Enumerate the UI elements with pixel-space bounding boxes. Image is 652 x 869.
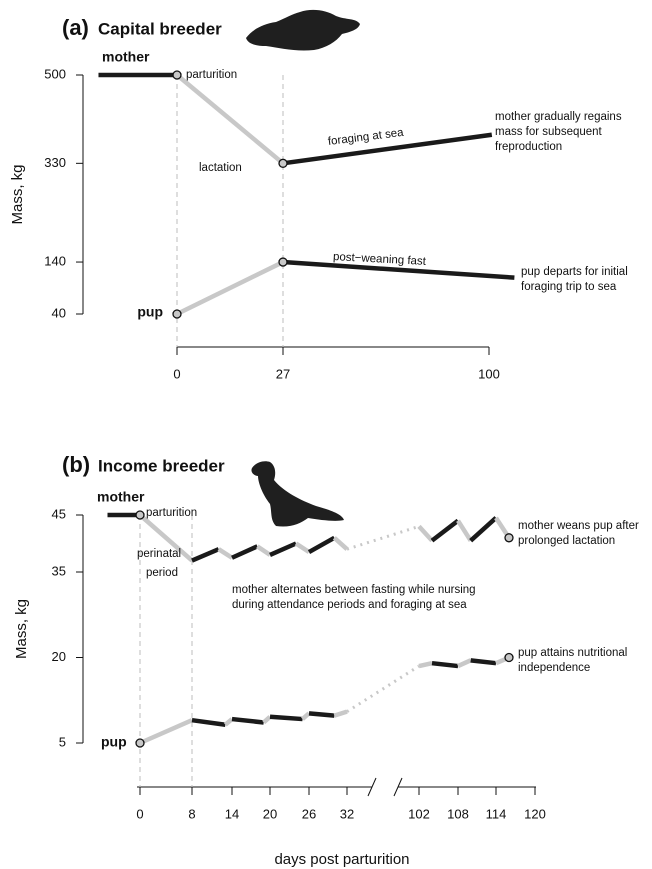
point-marker	[172, 70, 182, 80]
series-segment	[191, 547, 220, 563]
point-marker	[504, 533, 514, 543]
series-segment	[138, 513, 194, 563]
series-segment	[176, 260, 284, 317]
panel-title: Capital breeder	[98, 19, 222, 38]
point-marker	[504, 652, 514, 663]
point-marker	[278, 257, 288, 267]
series-segment	[456, 519, 473, 542]
y-tick-label: 5	[59, 734, 66, 749]
annotation: mass for subsequent	[495, 126, 603, 138]
axis-break	[367, 777, 377, 797]
x-tick-label: 0	[136, 806, 143, 821]
series-segment	[231, 544, 259, 560]
annotation: parturition	[186, 69, 237, 81]
annotation: independence	[518, 662, 590, 674]
panel-title: Income breeder	[98, 456, 225, 475]
series-label: pup	[101, 734, 127, 750]
annotation: pup departs for initial	[521, 266, 628, 278]
annotation: mother gradually regains	[495, 111, 622, 123]
y-tick-label: 140	[44, 253, 66, 268]
annotation: foraging at sea	[327, 127, 405, 148]
series-segment	[269, 541, 297, 557]
x-tick-label: 14	[225, 806, 239, 821]
series-segment	[346, 524, 420, 551]
series-segment	[332, 536, 349, 551]
x-tick-label: 120	[524, 806, 546, 821]
annotation: period	[146, 567, 178, 579]
annotation: pup attains nutritional	[518, 647, 627, 659]
x-tick-label: 0	[173, 366, 180, 381]
y-tick-label: 40	[52, 305, 66, 320]
x-axis-label: days post parturition	[274, 851, 409, 868]
y-tick-label: 500	[44, 66, 66, 81]
x-tick-label: 26	[302, 806, 316, 821]
series-segment	[191, 717, 226, 727]
series-segment	[175, 73, 285, 166]
series-segment	[231, 716, 264, 725]
series-segment	[269, 714, 303, 722]
series-segment	[307, 535, 336, 555]
annotation: post−weaning fast	[333, 251, 427, 268]
series-segment	[417, 524, 434, 543]
annotation: mother alternates between fasting while …	[232, 584, 476, 596]
point-marker	[135, 738, 145, 748]
series-segment	[282, 259, 515, 280]
x-tick-label: 8	[188, 806, 195, 821]
point-marker	[278, 158, 288, 168]
y-axis-label: Mass, kg	[9, 164, 26, 224]
series-label: mother	[97, 489, 145, 505]
series-segment	[139, 718, 193, 746]
x-tick-label: 114	[486, 806, 507, 821]
series-segment	[333, 709, 348, 718]
series-segment	[430, 518, 460, 543]
series-segment	[308, 711, 335, 718]
x-tick-label: 20	[263, 806, 277, 821]
y-tick-label: 20	[52, 649, 66, 664]
series-segment	[262, 715, 272, 725]
annotation: during attendance periods and foraging a…	[232, 599, 467, 611]
series-segment	[469, 516, 498, 543]
panel-label: (b)	[62, 452, 90, 477]
x-tick-label: 108	[447, 806, 469, 821]
y-axis-label: Mass, kg	[13, 599, 30, 659]
annotation: perinatal	[137, 548, 181, 560]
y-tick-label: 330	[44, 155, 66, 170]
series-segment	[470, 658, 497, 666]
axis-break	[393, 777, 403, 797]
x-tick-label: 32	[340, 806, 354, 821]
annotation: prolonged lactation	[518, 535, 615, 547]
annotation: parturition	[146, 507, 197, 519]
series-label: pup	[137, 304, 163, 320]
series-segment	[431, 660, 459, 669]
series-segment	[346, 664, 420, 713]
annotation: freproduction	[495, 141, 562, 153]
seal-silhouette	[246, 9, 360, 51]
point-marker	[135, 510, 145, 520]
sea-lion-silhouette	[251, 461, 344, 527]
annotation: foraging trip to sea	[521, 281, 617, 293]
x-tick-label: 27	[276, 366, 290, 381]
series-segment	[217, 547, 234, 560]
x-tick-label: 102	[408, 806, 430, 821]
series-segment	[301, 711, 311, 721]
panel-label: (a)	[62, 15, 89, 40]
series-segment	[294, 541, 311, 554]
y-tick-label: 35	[52, 563, 66, 578]
series-segment	[223, 717, 234, 727]
point-marker	[172, 309, 182, 319]
series-segment	[282, 132, 493, 166]
series-segment	[256, 544, 272, 557]
x-tick-label: 100	[478, 366, 500, 381]
annotation: lactation	[199, 162, 242, 174]
series-label: mother	[102, 49, 150, 65]
y-tick-label: 45	[52, 506, 66, 521]
annotation: mother weans pup after	[518, 520, 639, 532]
series-segment	[418, 661, 433, 669]
series-segment	[457, 658, 472, 669]
